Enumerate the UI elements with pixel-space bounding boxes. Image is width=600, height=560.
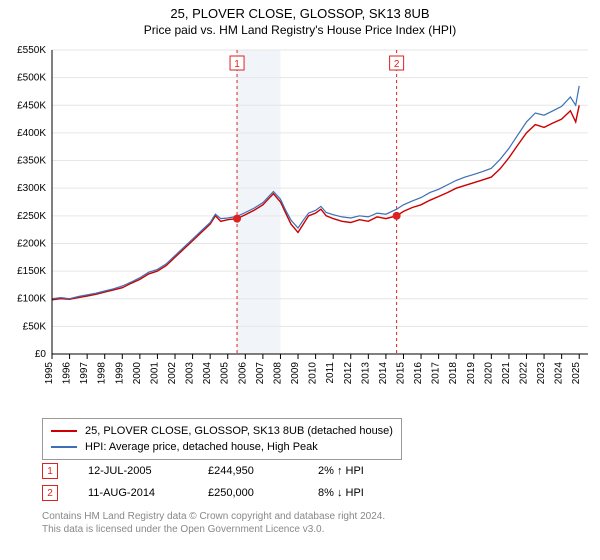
price-chart: £0 £50K £100K £150K £200K £250K £300K £350K £400… bbox=[0, 42, 600, 410]
svg-text:£150K: £150K bbox=[17, 266, 46, 277]
legend-swatch bbox=[51, 430, 77, 432]
svg-text:2025: 2025 bbox=[571, 362, 582, 385]
svg-text:1997: 1997 bbox=[79, 362, 90, 385]
svg-text:2010: 2010 bbox=[308, 362, 319, 385]
svg-text:2015: 2015 bbox=[395, 362, 406, 385]
svg-text:1998: 1998 bbox=[97, 362, 108, 385]
svg-text:2011: 2011 bbox=[325, 362, 336, 384]
svg-text:2023: 2023 bbox=[536, 362, 547, 385]
svg-text:£400K: £400K bbox=[17, 128, 46, 139]
sale-price: £244,950 bbox=[208, 465, 318, 477]
svg-text:2012: 2012 bbox=[343, 362, 354, 385]
svg-text:2013: 2013 bbox=[360, 362, 371, 385]
svg-text:2019: 2019 bbox=[466, 362, 477, 385]
svg-text:2014: 2014 bbox=[378, 362, 389, 385]
svg-text:1996: 1996 bbox=[62, 362, 73, 385]
svg-text:2008: 2008 bbox=[272, 362, 283, 385]
svg-text:2007: 2007 bbox=[255, 362, 266, 385]
svg-text:2002: 2002 bbox=[167, 362, 178, 385]
sale-marker-icon: 2 bbox=[42, 485, 58, 501]
svg-text:2006: 2006 bbox=[237, 362, 248, 385]
svg-text:£300K: £300K bbox=[17, 183, 46, 194]
svg-text:2024: 2024 bbox=[554, 362, 565, 385]
svg-text:2000: 2000 bbox=[132, 362, 143, 385]
sale-hpi: 8% ↓ HPI bbox=[318, 487, 438, 499]
svg-text:2020: 2020 bbox=[483, 362, 494, 385]
svg-text:£350K: £350K bbox=[17, 156, 46, 167]
svg-text:2003: 2003 bbox=[185, 362, 196, 385]
legend-label: 25, PLOVER CLOSE, GLOSSOP, SK13 8UB (det… bbox=[85, 425, 393, 437]
sale-price: £250,000 bbox=[208, 487, 318, 499]
svg-text:£50K: £50K bbox=[23, 321, 47, 332]
svg-text:£550K: £550K bbox=[17, 45, 46, 56]
svg-text:2004: 2004 bbox=[202, 362, 213, 385]
legend-swatch bbox=[51, 446, 77, 448]
sale-date: 11-AUG-2014 bbox=[88, 487, 208, 499]
legend-item: HPI: Average price, detached house, High… bbox=[51, 439, 393, 455]
legend-label: HPI: Average price, detached house, High… bbox=[85, 441, 318, 453]
svg-text:2021: 2021 bbox=[501, 362, 512, 385]
svg-text:2009: 2009 bbox=[290, 362, 301, 385]
svg-text:£100K: £100K bbox=[17, 294, 46, 305]
sales-table: 1 12-JUL-2005 £244,950 2% ↑ HPI 2 11-AUG… bbox=[42, 460, 438, 504]
legend: 25, PLOVER CLOSE, GLOSSOP, SK13 8UB (det… bbox=[42, 418, 402, 460]
svg-text:2017: 2017 bbox=[431, 362, 442, 385]
page-subtitle: Price paid vs. HM Land Registry's House … bbox=[0, 21, 600, 37]
svg-text:1999: 1999 bbox=[114, 362, 125, 385]
svg-text:£450K: £450K bbox=[17, 100, 46, 111]
svg-text:£250K: £250K bbox=[17, 211, 46, 222]
svg-text:2022: 2022 bbox=[518, 362, 529, 385]
svg-text:2005: 2005 bbox=[220, 362, 231, 385]
svg-text:£0: £0 bbox=[35, 349, 47, 360]
svg-text:£500K: £500K bbox=[17, 73, 46, 84]
sale-marker-icon: 1 bbox=[42, 463, 58, 479]
svg-text:2016: 2016 bbox=[413, 362, 424, 385]
svg-text:2018: 2018 bbox=[448, 362, 459, 385]
page-title: 25, PLOVER CLOSE, GLOSSOP, SK13 8UB bbox=[0, 0, 600, 21]
svg-text:2001: 2001 bbox=[149, 362, 160, 385]
sale-row: 2 11-AUG-2014 £250,000 8% ↓ HPI bbox=[42, 482, 438, 504]
sale-hpi: 2% ↑ HPI bbox=[318, 465, 438, 477]
svg-text:£200K: £200K bbox=[17, 238, 46, 249]
sale-row: 1 12-JUL-2005 £244,950 2% ↑ HPI bbox=[42, 460, 438, 482]
svg-text:1995: 1995 bbox=[44, 362, 55, 385]
footer-attribution: Contains HM Land Registry data © Crown c… bbox=[42, 510, 385, 536]
legend-item: 25, PLOVER CLOSE, GLOSSOP, SK13 8UB (det… bbox=[51, 423, 393, 439]
svg-text:1: 1 bbox=[234, 59, 240, 70]
sale-date: 12-JUL-2005 bbox=[88, 465, 208, 477]
svg-text:2: 2 bbox=[394, 59, 400, 70]
